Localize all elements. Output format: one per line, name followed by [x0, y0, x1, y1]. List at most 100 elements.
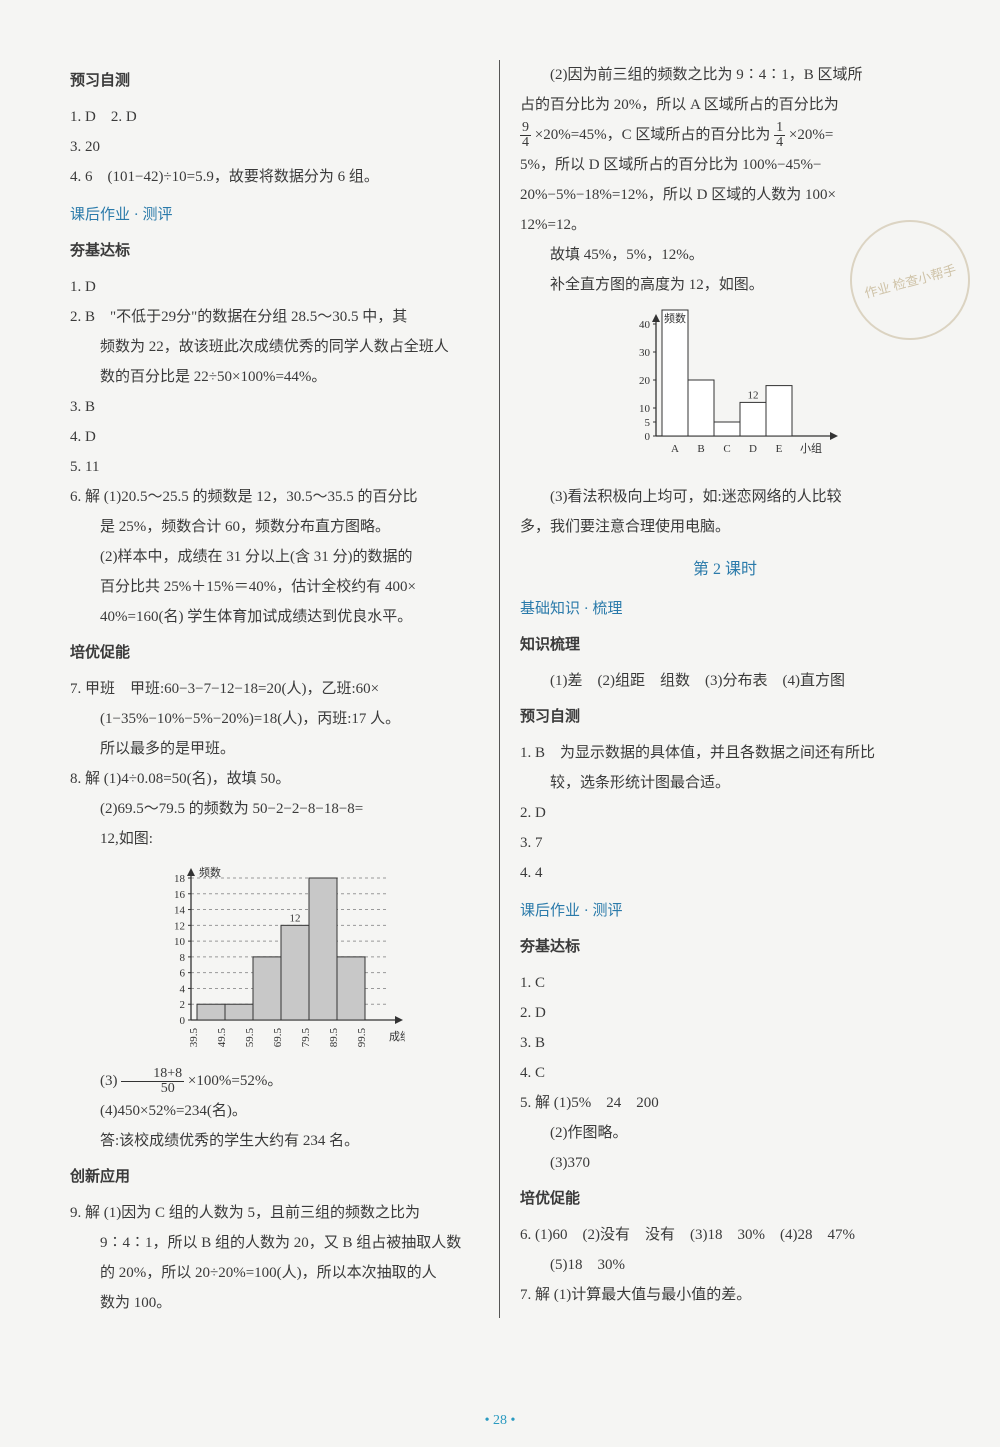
numerator: 9	[520, 121, 531, 136]
histogram-chart-2: 051020304012ABCDE小组频数	[610, 306, 840, 476]
svg-text:B: B	[697, 443, 704, 455]
answer-line: 1. D	[70, 272, 479, 302]
answer-line: (2)因为前三组的频数之比为 9∶4∶1，B 区域所	[520, 60, 930, 90]
svg-text:0: 0	[179, 1015, 185, 1027]
answer-line: 3. 7	[520, 828, 930, 858]
lesson-title: 第 2 课时	[520, 554, 930, 586]
answer-line: (1)差 (2)组距 组数 (3)分布表 (4)直方图	[520, 666, 930, 696]
answer-line: 1. B 为显示数据的具体值，并且各数据之间还有所比	[520, 738, 930, 768]
svg-text:59.5: 59.5	[244, 1028, 256, 1048]
answer-line: 4. 4	[520, 858, 930, 888]
answer-line: 答:该校成绩优秀的学生大约有 234 名。	[70, 1126, 479, 1156]
answer-line: 9 4 ×20%=45%，C 区域所占的百分比为 1 4 ×20%=	[520, 120, 930, 150]
answer-line: 1. D 2. D	[70, 102, 479, 132]
svg-text:39.5: 39.5	[188, 1028, 200, 1048]
answer-line: 4. C	[520, 1058, 930, 1088]
answer-line: (2)作图略。	[520, 1118, 930, 1148]
svg-text:5: 5	[645, 417, 651, 429]
subheading-knowledge: 知识梳理	[520, 630, 930, 660]
numerator: 18+8	[121, 1067, 184, 1082]
svg-text:C: C	[723, 443, 730, 455]
answer-line: 的 20%，所以 20÷20%=100(人)，所以本次抽取的人	[70, 1258, 479, 1288]
answer-line: 8. 解 (1)4÷0.08=50(名)，故填 50。	[70, 764, 479, 794]
answer-line: 4. 6 (101−42)÷10=5.9，故要将数据分为 6 组。	[70, 162, 479, 192]
answer-line: 7. 甲班 甲班:60−3−7−12−18=20(人)，乙班:60×	[70, 674, 479, 704]
heading-preview: 预习自测	[70, 66, 479, 96]
heading-basic-knowledge: 基础知识 · 梳理	[520, 594, 930, 624]
answer-line: 5. 11	[70, 452, 479, 482]
answer-line: 故填 45%，5%，12%。	[520, 240, 930, 270]
answer-line: 多，我们要注意合理使用电脑。	[520, 512, 930, 542]
subheading-basic: 夯基达标	[70, 236, 479, 266]
subheading-improve-2: 培优促能	[520, 1184, 930, 1214]
svg-text:8: 8	[179, 952, 185, 964]
svg-text:A: A	[671, 443, 679, 455]
denominator: 4	[520, 136, 531, 150]
answer-line: 12,如图:	[70, 824, 479, 854]
svg-text:10: 10	[174, 936, 186, 948]
answer-line: (5)18 30%	[520, 1250, 930, 1280]
left-column: 预习自测 1. D 2. D 3. 20 4. 6 (101−42)÷10=5.…	[70, 60, 500, 1318]
svg-text:14: 14	[174, 905, 186, 917]
answer-line: 20%−5%−18%=12%，所以 D 区域的人数为 100×	[520, 180, 930, 210]
answer-line: 7. 解 (1)计算最大值与最小值的差。	[520, 1280, 930, 1310]
answer-line: (1−35%−10%−5%−20%)=18(人)，丙班:17 人。	[70, 704, 479, 734]
answer-line: 4. D	[70, 422, 479, 452]
answer-line: (3) 18+8 50 ×100%=52%。	[70, 1066, 479, 1096]
svg-text:6: 6	[179, 968, 185, 980]
answer-line: 2. D	[520, 998, 930, 1028]
numerator: 1	[774, 121, 785, 136]
answer-line: 6. 解 (1)20.5～25.5 的频数是 12，30.5～35.5 的百分比	[70, 482, 479, 512]
svg-text:12: 12	[289, 912, 300, 924]
svg-text:79.5: 79.5	[300, 1028, 312, 1048]
answer-line: 3. B	[70, 392, 479, 422]
svg-text:成绩/分: 成绩/分	[389, 1030, 405, 1043]
svg-text:E: E	[776, 443, 783, 455]
svg-text:49.5: 49.5	[216, 1028, 228, 1048]
subheading-basic-2: 夯基达标	[520, 932, 930, 962]
answer-line: 2. B "不低于29分"的数据在分组 28.5～30.5 中，其	[70, 302, 479, 332]
svg-text:30: 30	[639, 347, 651, 359]
histogram-chart-1: 0246810121416181239.549.559.569.579.589.…	[145, 860, 405, 1060]
answer-line: 百分比共 25%＋15%＝40%，估计全校约有 400×	[70, 572, 479, 602]
subheading-improve: 培优促能	[70, 638, 479, 668]
svg-text:16: 16	[174, 889, 186, 901]
answer-line: 6. (1)60 (2)没有 没有 (3)18 30% (4)28 47%	[520, 1220, 930, 1250]
answer-line: (4)450×52%=234(名)。	[70, 1096, 479, 1126]
text: (3)	[100, 1073, 118, 1089]
svg-text:69.5: 69.5	[272, 1028, 284, 1048]
answer-line: 占的百分比为 20%，所以 A 区域所占的百分比为	[520, 90, 930, 120]
answer-line: 3. 20	[70, 132, 479, 162]
answer-line: (2)样本中，成绩在 31 分以上(含 31 分)的数据的	[70, 542, 479, 572]
subheading-preview: 预习自测	[520, 702, 930, 732]
answer-line: 较，选条形统计图最合适。	[520, 768, 930, 798]
svg-text:0: 0	[645, 431, 651, 443]
heading-homework-2: 课后作业 · 测评	[520, 896, 930, 926]
page-number: 28	[0, 1413, 1000, 1429]
answer-line: (3)370	[520, 1148, 930, 1178]
denominator: 50	[121, 1082, 184, 1096]
answer-line: 数为 100。	[70, 1288, 479, 1318]
answer-line: 9. 解 (1)因为 C 组的人数为 5，且前三组的频数之比为	[70, 1198, 479, 1228]
answer-line: 3. B	[520, 1028, 930, 1058]
svg-text:小组: 小组	[800, 441, 822, 455]
answer-line: 补全直方图的高度为 12，如图。	[520, 270, 930, 300]
text: ×20%=45%，C 区域所占的百分比为	[535, 127, 771, 143]
answer-line: 2. D	[520, 798, 930, 828]
text: ×100%=52%。	[188, 1073, 282, 1089]
answer-line: 12%=12。	[520, 210, 930, 240]
svg-text:40: 40	[639, 319, 651, 331]
svg-text:频数: 频数	[199, 865, 221, 879]
subheading-innov: 创新应用	[70, 1162, 479, 1192]
svg-text:12: 12	[748, 389, 759, 401]
svg-text:20: 20	[639, 375, 651, 387]
svg-text:2: 2	[179, 999, 185, 1011]
svg-text:D: D	[749, 443, 757, 455]
svg-text:4: 4	[179, 983, 185, 995]
svg-text:99.5: 99.5	[356, 1028, 368, 1048]
answer-line: (3)看法积极向上均可，如:迷恋网络的人比较	[520, 482, 930, 512]
svg-text:18: 18	[174, 873, 186, 885]
answer-line: (2)69.5～79.5 的频数为 50−2−2−8−18−8=	[70, 794, 479, 824]
answer-line: 40%=160(名) 学生体育加试成绩达到优良水平。	[70, 602, 479, 632]
fraction: 1 4	[774, 121, 785, 150]
